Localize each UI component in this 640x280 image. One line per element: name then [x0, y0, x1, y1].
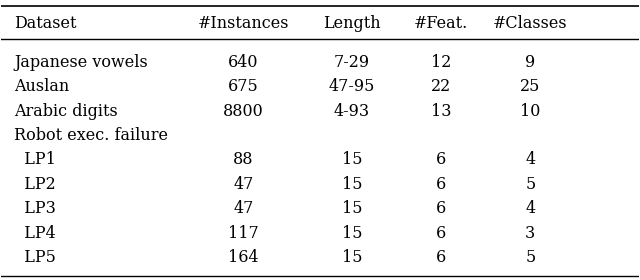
Text: Arabic digits: Arabic digits — [14, 103, 118, 120]
Text: 25: 25 — [520, 78, 540, 95]
Text: 88: 88 — [234, 151, 254, 169]
Text: 6: 6 — [436, 249, 446, 266]
Text: 13: 13 — [431, 103, 451, 120]
Text: 6: 6 — [436, 225, 446, 242]
Text: LP3: LP3 — [14, 200, 56, 217]
Text: 47: 47 — [234, 176, 253, 193]
Text: 15: 15 — [342, 249, 362, 266]
Text: 12: 12 — [431, 54, 451, 71]
Text: 6: 6 — [436, 151, 446, 169]
Text: 8800: 8800 — [223, 103, 264, 120]
Text: LP2: LP2 — [14, 176, 56, 193]
Text: Japanese vowels: Japanese vowels — [14, 54, 148, 71]
Text: 9: 9 — [525, 54, 536, 71]
Text: 6: 6 — [436, 200, 446, 217]
Text: #Instances: #Instances — [198, 15, 289, 32]
Text: Auslan: Auslan — [14, 78, 69, 95]
Text: 4: 4 — [525, 200, 535, 217]
Text: #Classes: #Classes — [493, 15, 568, 32]
Text: 5: 5 — [525, 249, 536, 266]
Text: 47-95: 47-95 — [329, 78, 375, 95]
Text: 15: 15 — [342, 176, 362, 193]
Text: 6: 6 — [436, 176, 446, 193]
Text: 47: 47 — [234, 200, 253, 217]
Text: 3: 3 — [525, 225, 536, 242]
Text: Robot exec. failure: Robot exec. failure — [14, 127, 168, 144]
Text: 117: 117 — [228, 225, 259, 242]
Text: 15: 15 — [342, 200, 362, 217]
Text: Length: Length — [323, 15, 381, 32]
Text: 4: 4 — [525, 151, 535, 169]
Text: 10: 10 — [520, 103, 540, 120]
Text: 675: 675 — [228, 78, 259, 95]
Text: 15: 15 — [342, 225, 362, 242]
Text: 22: 22 — [431, 78, 451, 95]
Text: LP4: LP4 — [14, 225, 56, 242]
Text: 640: 640 — [228, 54, 259, 71]
Text: 4-93: 4-93 — [334, 103, 370, 120]
Text: 15: 15 — [342, 151, 362, 169]
Text: LP1: LP1 — [14, 151, 56, 169]
Text: LP5: LP5 — [14, 249, 56, 266]
Text: Dataset: Dataset — [14, 15, 77, 32]
Text: 5: 5 — [525, 176, 536, 193]
Text: 7-29: 7-29 — [334, 54, 370, 71]
Text: #Feat.: #Feat. — [414, 15, 468, 32]
Text: 164: 164 — [228, 249, 259, 266]
